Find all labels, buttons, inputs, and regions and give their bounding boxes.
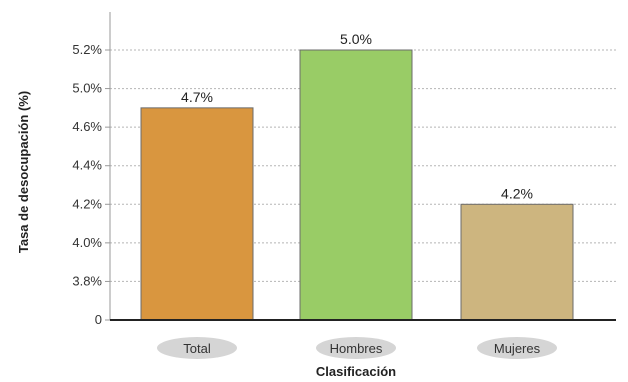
bar-mujeres <box>460 203 574 321</box>
category-label-pill <box>157 337 237 359</box>
y-tick-label: 4.0% <box>72 235 102 250</box>
data-label: 4.2% <box>501 185 533 201</box>
data-label: 4.7% <box>181 89 213 105</box>
y-tick-label: 4.6% <box>72 119 102 134</box>
category-label: Mujeres <box>494 341 541 356</box>
y-tick-label: 5.2% <box>72 42 102 57</box>
y-tick-label: 4.4% <box>72 158 102 173</box>
y-axis-ticks: 0 3.8% 4.0% 4.2% 4.4% 4.6% 5.0% 5.2% <box>72 42 110 327</box>
y-tick-label: 4.2% <box>72 196 102 211</box>
y-tick-label: 5.0% <box>72 81 102 96</box>
category-label: Total <box>183 341 211 356</box>
category-label-pill <box>477 337 557 359</box>
category-label-pill <box>316 337 396 359</box>
data-label: 5.0% <box>340 31 372 47</box>
x-axis-title: Clasificación <box>316 364 396 379</box>
category-label: Hombres <box>330 341 383 356</box>
y-axis-title: Tasa de desocupación (%) <box>16 91 31 253</box>
bar-hombres <box>299 49 413 321</box>
y-tick-label: 0 <box>95 312 102 327</box>
y-tick-label: 3.8% <box>72 273 102 288</box>
category-labels: Total Hombres Mujeres <box>157 337 557 359</box>
bars: 4.7% 5.0% 4.2% <box>140 31 574 321</box>
bar-total <box>140 107 254 321</box>
